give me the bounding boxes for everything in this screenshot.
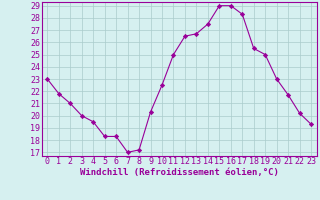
- X-axis label: Windchill (Refroidissement éolien,°C): Windchill (Refroidissement éolien,°C): [80, 168, 279, 177]
